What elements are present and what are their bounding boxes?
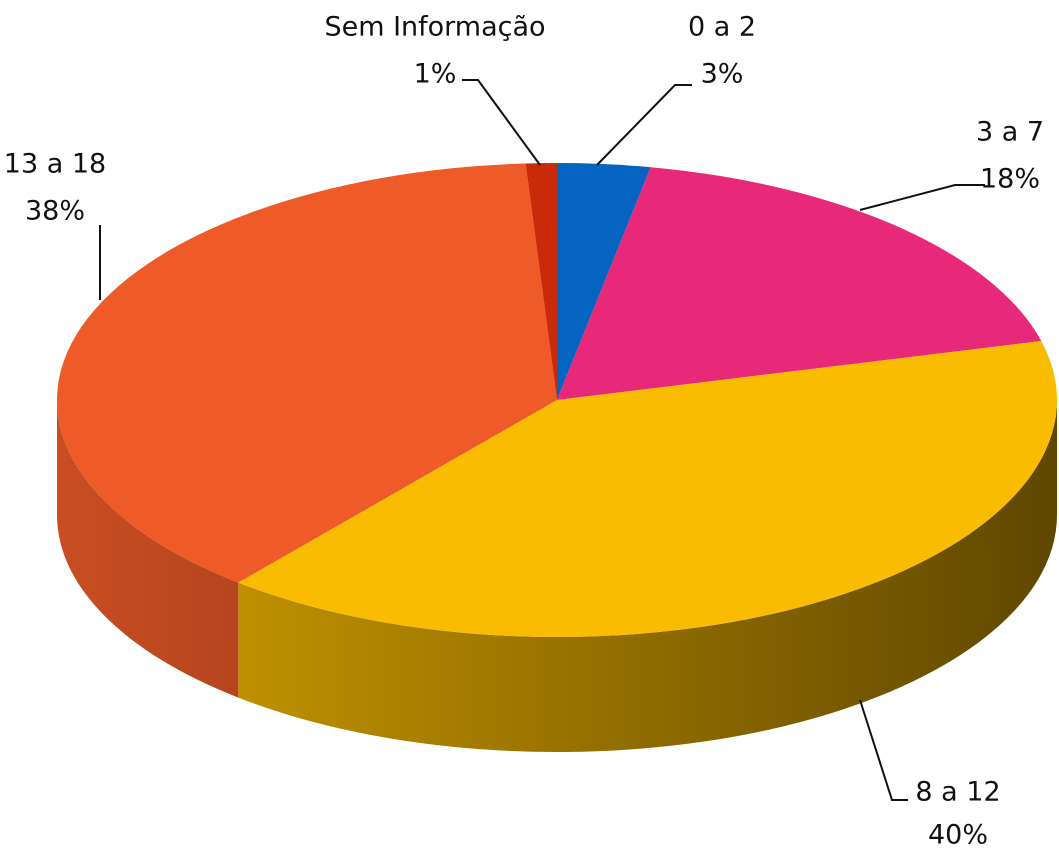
slice <box>57 163 557 583</box>
category-label: Sem Informação <box>324 12 545 43</box>
value-label: 1% <box>414 59 457 90</box>
value-label: 40% <box>928 820 988 849</box>
leader-line <box>859 699 908 801</box>
leader-line <box>859 184 985 211</box>
value-label: 38% <box>25 196 85 227</box>
slice <box>525 163 557 400</box>
category-label: 8 a 12 <box>915 777 1000 808</box>
slice <box>557 163 651 400</box>
slice <box>557 167 1042 400</box>
slice-side <box>57 400 239 698</box>
value-label: 18% <box>980 164 1040 195</box>
leader-line <box>462 79 541 166</box>
slice-side <box>238 400 1057 752</box>
slice <box>238 341 1058 637</box>
value-label: 3% <box>701 59 744 90</box>
leader-line <box>596 84 692 166</box>
category-label: 0 a 2 <box>688 12 756 43</box>
category-label: 3 a 7 <box>976 117 1044 148</box>
category-label: 13 a 18 <box>4 149 106 180</box>
